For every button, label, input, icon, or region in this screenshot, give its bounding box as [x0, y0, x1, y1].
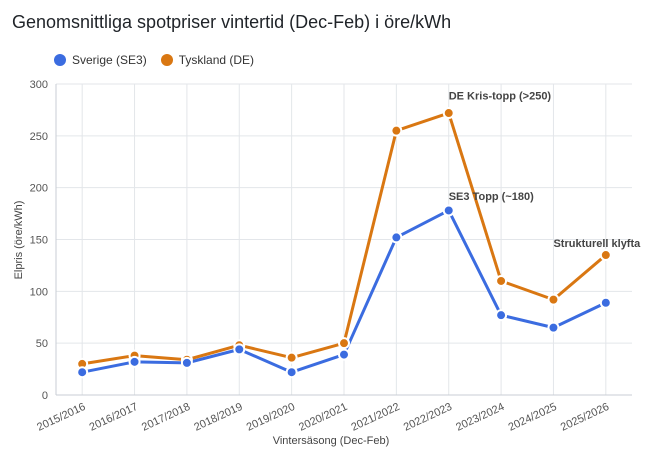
data-point-se3 — [442, 204, 455, 217]
axes: 0 50 100 150 200 250 300 2015/2016 2016/2017 2017… — [30, 79, 632, 434]
x-tick-label: 2021/2022 — [349, 401, 401, 434]
x-tick-label: 2024/2025 — [507, 401, 559, 434]
data-point-de — [547, 293, 560, 306]
annotation-label: DE Kris-topp (>250) — [449, 91, 552, 103]
data-point-se3 — [285, 366, 298, 379]
y-tick-label: 150 — [30, 235, 48, 247]
annotation-label: SE3 Topp (~180) — [449, 191, 534, 203]
data-point-se3 — [390, 231, 403, 244]
x-tick-label: 2022/2023 — [402, 401, 454, 434]
x-tick-label: 2018/2019 — [192, 401, 244, 434]
x-tick-label: 2025/2026 — [559, 401, 611, 434]
data-point-de — [599, 249, 612, 262]
data-point-se3 — [180, 356, 193, 369]
series-points — [76, 107, 612, 379]
chart-title: Genomsnittliga spotpriser vintertid (Dec… — [12, 12, 452, 32]
y-axis-label: Elpris (öre/kWh) — [13, 201, 25, 280]
legend: Sverige (SE3) Tyskland (DE) — [54, 53, 268, 67]
x-tick-label: 2016/2017 — [88, 401, 140, 434]
legend-label-se3: Sverige (SE3) — [72, 53, 147, 67]
data-point-se3 — [547, 321, 560, 334]
legend-item-se3[interactable]: Sverige (SE3) — [54, 53, 147, 67]
data-point-se3 — [599, 296, 612, 309]
y-tick-label: 100 — [30, 286, 48, 298]
x-tick-label: 2017/2018 — [140, 401, 192, 434]
data-point-de — [390, 124, 403, 137]
x-tick-label: 2020/2021 — [297, 401, 349, 434]
data-point-de — [285, 351, 298, 364]
y-tick-label: 0 — [42, 390, 48, 402]
data-point-de — [442, 107, 455, 120]
annotations: DE Kris-topp (>250) SE3 Topp (~180) Strukt… — [449, 91, 641, 250]
legend-dot-de — [160, 54, 173, 66]
data-point-se3 — [128, 355, 141, 368]
data-point-se3 — [233, 343, 246, 356]
x-tick-label: 2019/2020 — [245, 401, 297, 434]
legend-item-de[interactable]: Tyskland (DE) — [160, 53, 255, 67]
legend-label-de: Tyskland (DE) — [178, 53, 255, 67]
data-point-de — [338, 337, 350, 350]
x-tick-label: 2023/2024 — [454, 401, 506, 434]
y-tick-label: 50 — [36, 338, 48, 350]
data-point-se3 — [338, 348, 350, 361]
legend-dot-se3 — [54, 54, 66, 66]
y-tick-label: 200 — [30, 183, 48, 195]
x-axis-label: Vintersäsong (Dec-Feb) — [273, 435, 390, 447]
annotation-label: Strukturell klyfta — [553, 238, 641, 250]
x-tick-label: 2015/2016 — [35, 401, 87, 434]
y-tick-label: 300 — [30, 79, 48, 91]
data-point-se3 — [495, 309, 508, 322]
data-point-se3 — [76, 366, 89, 379]
data-point-de — [495, 274, 508, 287]
y-tick-label: 250 — [30, 131, 48, 143]
